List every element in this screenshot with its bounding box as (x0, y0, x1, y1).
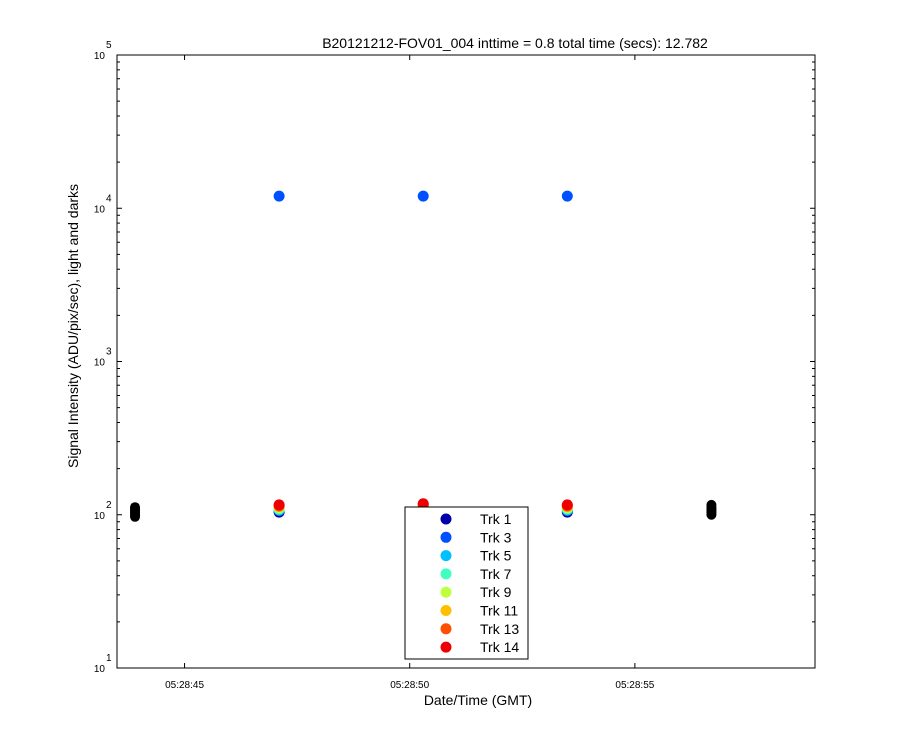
legend-marker (440, 531, 452, 543)
legend-marker (440, 513, 452, 525)
x-axis: 05:28:45 05:28:50 05:28:55 (165, 55, 655, 691)
data-points (130, 190, 717, 522)
y-tick-exponent: 3 (106, 347, 112, 358)
legend-entry: Trk 3 (480, 529, 512, 545)
data-point (273, 499, 285, 511)
data-point (417, 190, 429, 202)
legend: Trk 1 Trk 3 Trk 5 Trk 7 Trk 9 Trk 11 Trk 13 Trk… (404, 506, 529, 660)
y-tick-label: 10 (94, 51, 106, 62)
y-tick-exponent: 5 (106, 40, 112, 51)
data-point (561, 190, 573, 202)
data-point (561, 499, 573, 511)
legend-entry: Trk 1 (480, 511, 512, 527)
legend-entry: Trk 9 (480, 584, 512, 600)
legend-marker (440, 586, 452, 598)
y-tick-exponent: 1 (106, 653, 112, 664)
y-tick-label: 10 (94, 204, 106, 215)
legend-marker (440, 623, 452, 635)
legend-entry: Trk 13 (480, 621, 519, 637)
x-tick-label: 05:28:55 (615, 680, 654, 691)
y-tick-label: 10 (94, 358, 106, 369)
y-tick-exponent: 4 (106, 193, 112, 204)
legend-box (404, 506, 529, 660)
chart-title: B20121212-FOV01_004 inttime = 0.8 total … (322, 35, 708, 51)
legend-marker (440, 605, 452, 616)
y-tick-label: 10 (94, 511, 106, 522)
data-point (273, 190, 285, 202)
legend-marker (440, 550, 452, 562)
y-axis-label: Signal Intensity (ADU/pix/sec), light an… (65, 184, 81, 468)
y-tick-exponent: 2 (106, 500, 112, 511)
x-tick-label: 05:28:45 (165, 680, 204, 691)
legend-entry: Trk 14 (480, 639, 519, 655)
legend-entry: Trk 5 (480, 548, 512, 564)
legend-marker (440, 568, 452, 580)
dark-point (706, 499, 717, 510)
x-axis-label: Date/Time (GMT) (424, 692, 532, 708)
legend-marker (440, 641, 452, 653)
data-point (417, 498, 429, 510)
legend-entry: Trk 11 (480, 603, 518, 619)
legend-entry: Trk 7 (480, 566, 512, 582)
y-tick-label: 10 (94, 664, 106, 675)
x-tick-label: 05:28:50 (390, 680, 429, 691)
dark-point (130, 502, 141, 513)
